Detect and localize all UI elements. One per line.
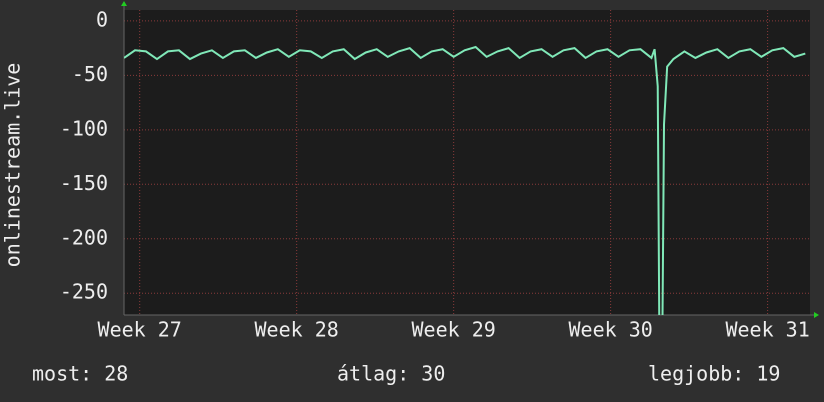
y-tick-label: -100 [60, 116, 108, 140]
x-tick-label: Week 30 [568, 318, 652, 342]
y-tick-label: 0 [96, 7, 108, 31]
y-tick-label: -50 [72, 62, 108, 86]
x-tick-label: Week 27 [98, 318, 182, 342]
footer-average: átlag: 30 [337, 362, 445, 386]
y-tick-label: -200 [60, 225, 108, 249]
y-tick-label: -150 [60, 171, 108, 195]
plot-area [124, 10, 810, 315]
x-axis-arrow [814, 312, 819, 318]
x-tick-label: Week 31 [725, 318, 809, 342]
data-line [124, 45, 806, 315]
y-axis-label: onlinestream.live [1, 63, 25, 268]
y-axis-arrow [121, 1, 127, 6]
x-tick-label: Week 28 [255, 318, 339, 342]
footer-current: most: 28 [32, 362, 128, 386]
x-tick-label: Week 29 [412, 318, 496, 342]
footer-best: legjobb: 19 [648, 362, 780, 386]
y-tick-label: -250 [60, 280, 108, 304]
